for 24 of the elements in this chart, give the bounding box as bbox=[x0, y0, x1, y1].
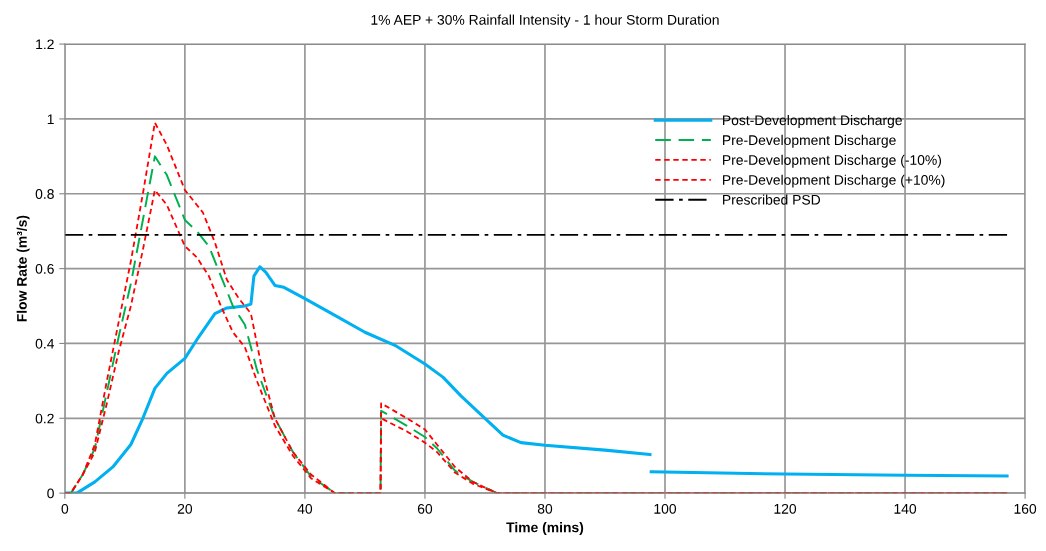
y-tick-label: 0.8 bbox=[35, 189, 54, 199]
x-axis-title: Time (mins) bbox=[506, 522, 584, 536]
x-tick-label: 20 bbox=[177, 503, 193, 514]
x-tick-label: 40 bbox=[297, 503, 313, 514]
x-tick-label: 140 bbox=[894, 503, 917, 514]
legend-label: Pre-Development Discharge (+10%) bbox=[723, 174, 945, 188]
x-tick-label: 60 bbox=[417, 503, 433, 514]
x-tick-label: 100 bbox=[654, 503, 677, 514]
y-tick-label: 0.6 bbox=[35, 263, 54, 274]
legend-label: Pre-Development Discharge bbox=[723, 134, 896, 148]
legend-label: Post-Development Discharge bbox=[723, 114, 902, 128]
y-tick-label: 1 bbox=[47, 114, 54, 124]
x-tick-label: 120 bbox=[774, 503, 797, 514]
x-tick-label: 80 bbox=[537, 503, 553, 514]
legend-label: Prescribed PSD bbox=[723, 194, 821, 205]
y-tick-label: 1.2 bbox=[36, 39, 54, 50]
y-tick-label: 0.2 bbox=[35, 413, 54, 424]
y-axis-title: Flow Rate (m³/s) bbox=[16, 215, 30, 322]
y-tick-label: 0 bbox=[47, 488, 54, 499]
x-tick-label: 0 bbox=[61, 503, 69, 514]
chart-title: 1% AEP + 30% Rainfall Intensity - 1 hour Storm Duration bbox=[371, 14, 719, 28]
legend-label: Pre-Development Discharge (-10%) bbox=[723, 154, 942, 168]
x-tick-label: 160 bbox=[1014, 503, 1037, 514]
y-tick-label: 0.4 bbox=[35, 338, 55, 349]
